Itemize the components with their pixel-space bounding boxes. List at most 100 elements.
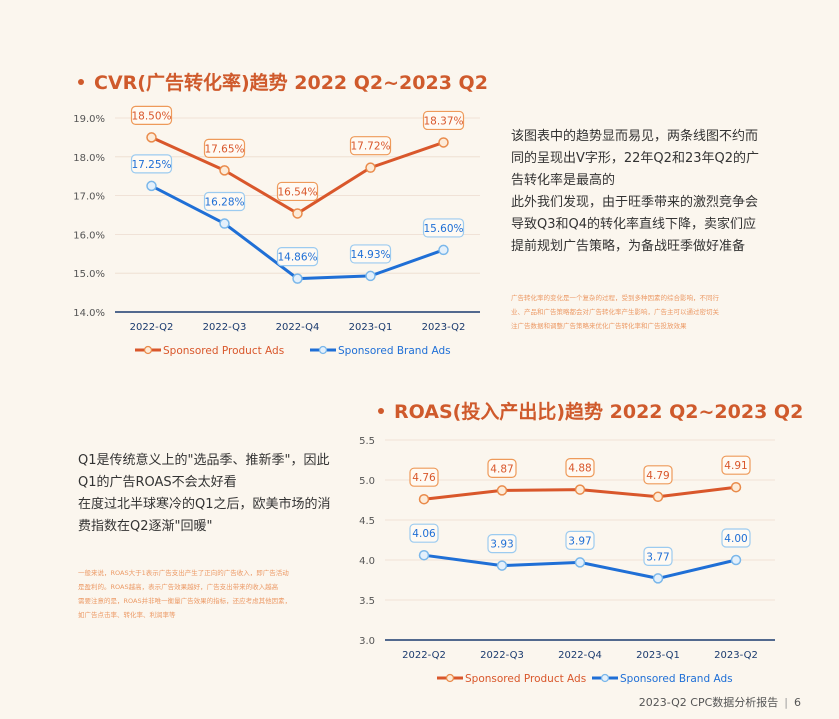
data-label-box [422, 110, 465, 131]
roas-paragraph-line: Q1的广告ROAS不会太好看 [78, 475, 237, 490]
cvr-section-title: CVR(广告转化率)趋势 2022 Q2~2023 Q2 [78, 68, 488, 95]
data-point [365, 270, 376, 282]
cvr-paragraph-line: 此外我们发现，由于旺季带来的激烈竞争会 [511, 195, 759, 210]
roas-note-line: 如广告点击率、转化率、利润率等 [78, 611, 176, 619]
cvr-paragraph-line: 该图表中的趋势显而易见，两条线图不约而 [511, 129, 759, 144]
data-label: 17.65% [204, 143, 244, 155]
y-tick-label: 14.0% [73, 308, 105, 319]
roas-paragraph: Q1是传统意义上的"选品季、推新季"，因此 Q1的广告ROAS不会太好看 在度过北半… [78, 450, 348, 538]
data-label: 16.28% [204, 197, 244, 209]
data-point [365, 162, 376, 173]
data-point [496, 485, 508, 496]
y-tick-label: 5.0 [359, 476, 375, 487]
y-tick-label: 19.0% [73, 114, 105, 125]
data-label-box [409, 467, 439, 487]
y-tick-label: 5.5 [359, 436, 375, 447]
y-tick-label: 15.0% [73, 269, 105, 280]
roas-note-line: 是盈利的。ROAS越高，表示广告效果越好，广告支出带来的收入越高 [78, 583, 279, 591]
y-tick-label: 18.0% [73, 153, 105, 164]
data-label-box [130, 154, 173, 174]
data-point [730, 481, 742, 493]
data-label: 4.87 [490, 463, 513, 475]
data-label: 4.88 [568, 463, 591, 475]
data-label: 3.77 [646, 551, 669, 563]
page-number: 6 [794, 696, 801, 709]
data-label: 16.54% [277, 186, 317, 198]
legend-marker [143, 345, 153, 355]
legend-label: Sponsored Brand Ads [620, 673, 733, 685]
data-label-box [565, 458, 595, 478]
data-point [418, 493, 430, 505]
cvr-note-line: 注广告数据和调整广告策略来优化广告转化率和广告投放效果 [511, 322, 687, 330]
data-label: 14.93% [350, 249, 390, 261]
data-label-box [203, 191, 246, 212]
cvr-paragraph-line: 提前规划广告策略，为备战旺季做好准备 [511, 239, 746, 254]
data-point [438, 244, 449, 256]
legend-marker [600, 673, 610, 683]
data-label-box [643, 465, 673, 485]
data-point [574, 484, 586, 495]
legend-label: Sponsored Product Ads [465, 673, 586, 685]
roas-section-title: ROAS(投入产出比)趋势 2022 Q2~2023 Q2 [378, 397, 803, 424]
roas-line-chart: 3.0 3.5 4.0 4.5 5.0 5.5 2022-Q2 2022-Q3 2022-Q4 2… [359, 436, 775, 685]
data-label-box [721, 455, 751, 475]
legend-label: Sponsored Brand Ads [338, 345, 451, 357]
data-label-box [276, 181, 319, 202]
data-point [438, 137, 449, 148]
data-point [418, 549, 430, 561]
x-tick-label: 2022-Q4 [558, 650, 602, 661]
legend-marker [318, 345, 328, 355]
data-label: 14.86% [277, 252, 317, 264]
bullet-dot-icon [78, 78, 84, 85]
page-footer: 2023-Q2 CPC数据分析报告 | 6 [639, 694, 801, 710]
data-label: 17.72% [350, 141, 390, 153]
data-label-box [422, 218, 465, 238]
roas-paragraph-line: Q1是传统意义上的"选品季、推新季"，因此 [78, 453, 330, 468]
data-label: 3.97 [568, 535, 591, 547]
legend-marker [445, 673, 455, 683]
cvr-paragraph-line: 同的呈现出V字形，22年Q2和23年Q2的广 [511, 151, 759, 166]
data-label: 4.79 [646, 470, 669, 482]
y-tick-label: 17.0% [73, 192, 105, 203]
data-label-box [276, 247, 319, 267]
data-label: 15.60% [423, 223, 463, 235]
roas-paragraph-line: 费指数在Q2逐渐"回暖" [78, 519, 213, 534]
data-label: 4.00 [724, 533, 747, 545]
data-point [496, 560, 508, 571]
data-label-box [130, 105, 173, 126]
y-tick-label: 4.0 [359, 556, 375, 567]
x-tick-label: 2022-Q2 [130, 322, 174, 333]
data-label: 3.93 [490, 539, 513, 551]
y-tick-label: 3.0 [359, 636, 375, 647]
data-point [292, 208, 303, 219]
cvr-paragraph-line: 导致Q3和Q4的转化率直线下降，卖家们应 [511, 217, 757, 232]
data-label-box [203, 138, 246, 158]
cvr-note: 广告转化率的变化是一个复杂的过程，受到多种因素的综合影响，不同行 业、产品和广告策… [511, 291, 776, 333]
cvr-paragraph-line: 告转化率是最高的 [511, 173, 616, 188]
x-tick-label: 2022-Q3 [480, 650, 524, 661]
data-label: 4.76 [412, 472, 436, 484]
data-label-box [487, 458, 517, 478]
roas-note: 一般来说，ROAS大于1表示广告支出产生了正向的广告收入，即广告活动 是盈利的。R… [78, 566, 348, 622]
report-name: 2023-Q2 CPC数据分析报告 [638, 696, 779, 709]
data-label: 4.06 [412, 528, 436, 540]
data-point [219, 218, 230, 229]
data-label-box [565, 530, 595, 551]
footer-separator: | [784, 696, 788, 709]
data-label-box [349, 136, 392, 156]
data-label: 17.25% [131, 159, 171, 171]
x-tick-label: 2023-Q1 [636, 650, 680, 661]
data-point [652, 491, 664, 503]
x-tick-label: 2023-Q1 [349, 322, 393, 333]
data-label-box [409, 523, 439, 543]
cvr-note-line: 广告转化率的变化是一个复杂的过程，受到多种因素的综合影响，不同行 [511, 294, 719, 302]
legend-label: Sponsored Product Ads [163, 345, 284, 357]
x-tick-label: 2022-Q4 [276, 322, 320, 333]
x-tick-label: 2022-Q3 [203, 322, 247, 333]
data-label: 18.37% [423, 115, 463, 127]
data-point [219, 165, 230, 176]
y-tick-label: 4.5 [359, 516, 375, 527]
data-point [146, 132, 157, 143]
cvr-note-line: 业、产品和广告策略都会对广告转化率产生影响，广告主可以通过密切关 [511, 308, 719, 316]
y-tick-label: 16.0% [73, 230, 105, 241]
